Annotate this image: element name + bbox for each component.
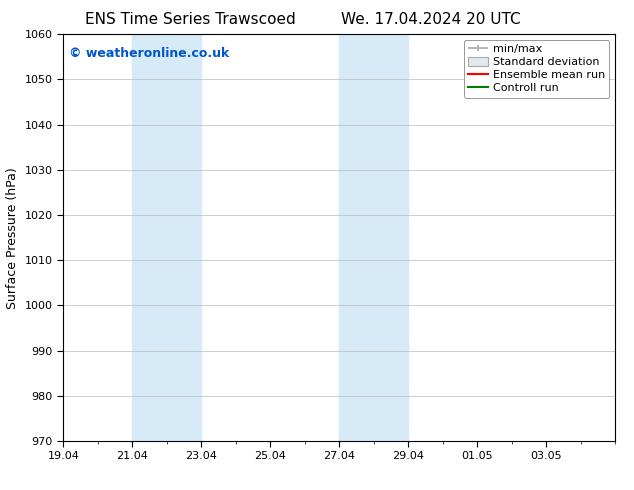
Bar [339, 34, 408, 441]
Text: ENS Time Series Trawscoed: ENS Time Series Trawscoed [85, 12, 295, 27]
Text: We. 17.04.2024 20 UTC: We. 17.04.2024 20 UTC [341, 12, 521, 27]
Bar [133, 34, 202, 441]
Text: © weatheronline.co.uk: © weatheronline.co.uk [69, 47, 229, 59]
Legend: min/max, Standard deviation, Ensemble mean run, Controll run: min/max, Standard deviation, Ensemble me… [464, 40, 609, 98]
Y-axis label: Surface Pressure (hPa): Surface Pressure (hPa) [6, 167, 19, 309]
